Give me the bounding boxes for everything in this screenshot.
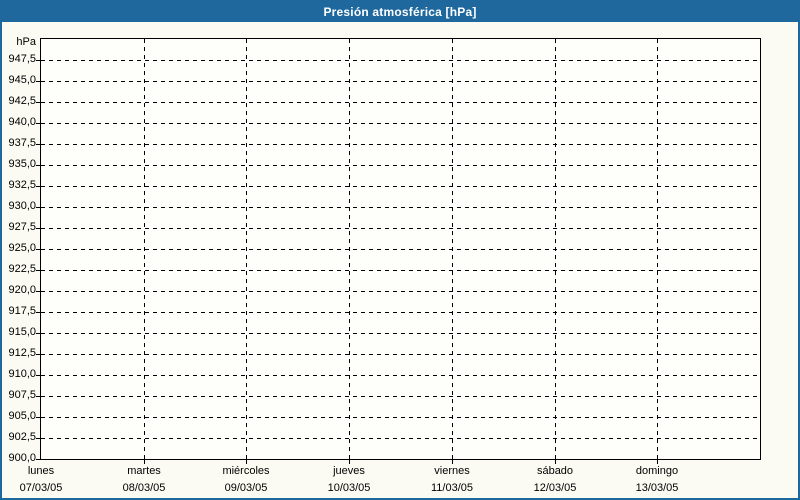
y-tick-label: 907,5 bbox=[8, 389, 36, 401]
y-grid-line bbox=[41, 375, 760, 376]
x-tick bbox=[555, 460, 556, 464]
y-tick bbox=[36, 459, 40, 460]
y-tick bbox=[36, 81, 40, 82]
y-grid-line bbox=[41, 102, 760, 103]
x-tick-label: viernes 11/03/05 bbox=[401, 463, 503, 497]
y-tick-label: 920,0 bbox=[8, 284, 36, 296]
y-tick-label: 945,0 bbox=[8, 74, 36, 86]
y-tick bbox=[36, 102, 40, 103]
x-tick bbox=[452, 460, 453, 464]
x-tick-label: sábado 12/03/05 bbox=[504, 463, 606, 497]
x-date-label: 12/03/05 bbox=[533, 482, 577, 494]
y-grid-line bbox=[41, 123, 760, 124]
y-tick bbox=[36, 417, 40, 418]
x-date-label: 08/03/05 bbox=[122, 482, 166, 494]
y-tick-label: 905,0 bbox=[8, 410, 36, 422]
y-tick bbox=[36, 354, 40, 355]
y-tick-label: 900,0 bbox=[8, 452, 36, 464]
y-tick bbox=[36, 207, 40, 208]
y-grid-line bbox=[41, 60, 760, 61]
x-grid-line bbox=[452, 39, 453, 459]
y-tick bbox=[36, 375, 40, 376]
y-tick-label: 902,5 bbox=[8, 431, 36, 443]
x-date-label: 13/03/05 bbox=[635, 482, 679, 494]
y-axis-unit-label: hPa bbox=[16, 36, 36, 48]
y-tick bbox=[36, 60, 40, 61]
x-grid-line bbox=[144, 39, 145, 459]
y-tick-label: 947,5 bbox=[8, 53, 36, 65]
x-day-label: miércoles bbox=[222, 465, 270, 477]
x-tick bbox=[349, 460, 350, 464]
y-grid-line bbox=[41, 354, 760, 355]
chart-title: Presión atmosférica [hPa] bbox=[2, 2, 798, 22]
x-day-label: lunes bbox=[27, 465, 55, 477]
y-grid-line bbox=[41, 207, 760, 208]
x-day-label: domingo bbox=[635, 465, 679, 477]
y-tick-label: 942,5 bbox=[8, 95, 36, 107]
x-tick bbox=[144, 460, 145, 464]
y-tick bbox=[36, 249, 40, 250]
y-tick bbox=[36, 291, 40, 292]
y-tick bbox=[36, 123, 40, 124]
y-grid-line bbox=[41, 333, 760, 334]
y-tick bbox=[36, 333, 40, 334]
y-grid-line bbox=[41, 438, 760, 439]
y-tick bbox=[36, 186, 40, 187]
y-tick-label: 917,5 bbox=[8, 305, 36, 317]
y-tick-label: 927,5 bbox=[8, 221, 36, 233]
y-tick bbox=[36, 438, 40, 439]
x-date-label: 10/03/05 bbox=[327, 482, 371, 494]
y-tick bbox=[36, 165, 40, 166]
x-day-label: martes bbox=[127, 465, 161, 477]
y-grid-line bbox=[41, 81, 760, 82]
y-tick-label: 925,0 bbox=[8, 242, 36, 254]
plot-area bbox=[40, 38, 761, 460]
x-tick bbox=[657, 460, 658, 464]
y-grid-line bbox=[41, 270, 760, 271]
y-grid-line bbox=[41, 417, 760, 418]
y-tick-label: 912,5 bbox=[8, 347, 36, 359]
x-day-label: viernes bbox=[434, 465, 470, 477]
x-grid-line bbox=[657, 39, 658, 459]
y-grid-line bbox=[41, 165, 760, 166]
y-tick bbox=[36, 144, 40, 145]
x-tick-label: domingo 13/03/05 bbox=[606, 463, 708, 497]
x-date-label: 09/03/05 bbox=[224, 482, 268, 494]
x-tick-label: jueves 10/03/05 bbox=[298, 463, 400, 497]
y-grid-line bbox=[41, 396, 760, 397]
y-grid-line bbox=[41, 312, 760, 313]
y-grid-line bbox=[41, 249, 760, 250]
x-tick bbox=[246, 460, 247, 464]
x-tick-label: miércoles 09/03/05 bbox=[195, 463, 297, 497]
y-grid-line bbox=[41, 144, 760, 145]
x-day-label: sábado bbox=[536, 465, 574, 477]
x-tick-label: lunes 07/03/05 bbox=[2, 463, 92, 497]
y-grid-line bbox=[41, 186, 760, 187]
y-tick bbox=[36, 396, 40, 397]
y-tick-label: 932,5 bbox=[8, 179, 36, 191]
y-tick-label: 937,5 bbox=[8, 137, 36, 149]
x-date-label: 11/03/05 bbox=[430, 482, 473, 494]
x-date-label: 07/03/05 bbox=[19, 482, 63, 494]
y-tick-label: 922,5 bbox=[8, 263, 36, 275]
y-tick bbox=[36, 270, 40, 271]
x-tick-label: martes 08/03/05 bbox=[93, 463, 195, 497]
y-tick bbox=[36, 312, 40, 313]
x-grid-line bbox=[349, 39, 350, 459]
y-tick bbox=[36, 228, 40, 229]
y-tick-label: 930,0 bbox=[8, 200, 36, 212]
x-day-label: jueves bbox=[333, 465, 365, 477]
y-grid-line bbox=[41, 228, 760, 229]
y-tick-label: 910,0 bbox=[8, 368, 36, 380]
x-grid-line bbox=[246, 39, 247, 459]
x-grid-line bbox=[555, 39, 556, 459]
y-tick-label: 915,0 bbox=[8, 326, 36, 338]
y-tick-label: 935,0 bbox=[8, 158, 36, 170]
y-tick-label: 940,0 bbox=[8, 116, 36, 128]
y-grid-line bbox=[41, 291, 760, 292]
